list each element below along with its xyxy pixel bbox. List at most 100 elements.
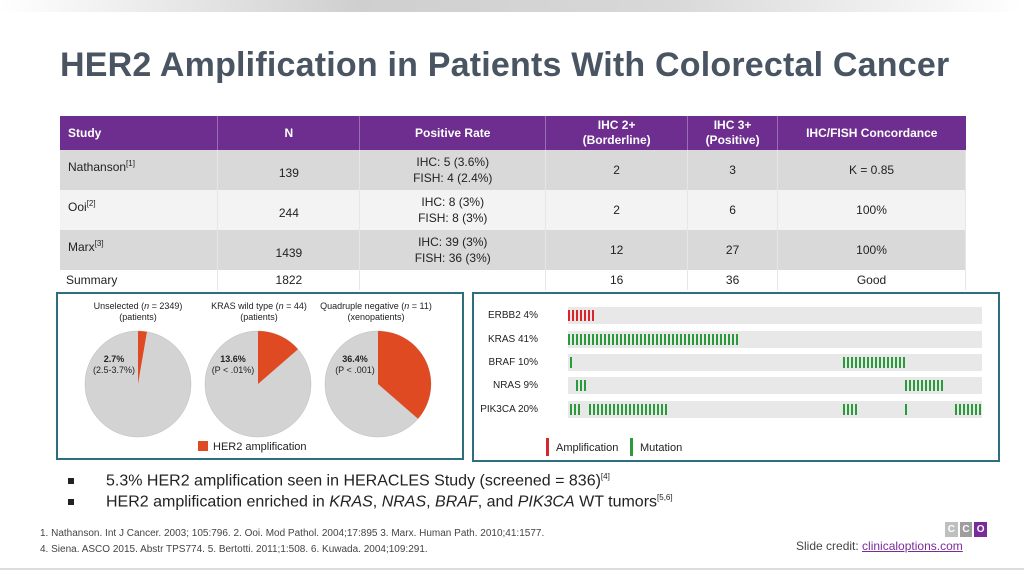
positive-rate-fish: FISH: 8 (3%) xyxy=(418,211,488,225)
mutation-mark xyxy=(959,404,961,415)
study-ref: [3] xyxy=(94,239,104,248)
ihc3-count: 27 xyxy=(687,230,779,270)
mutation-mark xyxy=(576,380,578,391)
mutation-mark xyxy=(851,404,853,415)
mutation-mark xyxy=(712,334,714,345)
pie-title-n: n xyxy=(278,301,284,311)
mutation-mark xyxy=(855,404,857,415)
mutation-mark xyxy=(879,357,881,368)
table-row: Ooi[2] 244 IHC: 8 (3%) FISH: 8 (3%) 2 6 1… xyxy=(60,190,966,230)
study-n: 244 xyxy=(217,190,361,230)
mutation-mark xyxy=(708,334,710,345)
summary-positive-rate xyxy=(359,270,547,290)
mutation-mark xyxy=(668,334,670,345)
mutation-mark xyxy=(625,404,627,415)
ihc2-count: 2 xyxy=(545,150,689,190)
bullet-text: 5.3% HER2 amplification seen in HERACLES… xyxy=(106,472,610,490)
pie-title: Unselected (n = 2349) (patients) xyxy=(78,301,198,323)
mutation-mark xyxy=(612,334,614,345)
pie-detail: (P xyxy=(335,365,345,375)
amplification-mark xyxy=(572,310,574,321)
amplification-mark xyxy=(580,310,582,321)
mutation-mark xyxy=(578,404,580,415)
study-name: Ooi[2] xyxy=(60,190,219,230)
bullet-2-text: HER2 amplification enriched in xyxy=(106,493,330,511)
comma: , xyxy=(426,493,436,511)
mutation-mark xyxy=(903,357,905,368)
concordance: 100% xyxy=(777,230,966,270)
mutation-mark xyxy=(621,404,623,415)
mutation-mark xyxy=(584,380,586,391)
header-positive-rate: Positive Rate xyxy=(359,116,547,150)
gene-label-erbb2: ERBB2 4% xyxy=(487,310,538,321)
gene-track-nras xyxy=(568,377,982,394)
header-ihc2-line2: (Borderline) xyxy=(582,133,651,147)
mutation-mark xyxy=(863,357,865,368)
summary-ihc2: 16 xyxy=(545,270,689,290)
header-ihc2: IHC 2+ (Borderline) xyxy=(545,116,689,150)
mutation-mark xyxy=(660,334,662,345)
pie-subtitle: (patients) xyxy=(240,312,278,322)
bullet-1-ref: [4] xyxy=(600,472,610,481)
references: 1. Nathanson. Int J Cancer. 2003; 105:79… xyxy=(40,526,544,558)
mutation-mark xyxy=(613,404,615,415)
table-row: Marx[3] 1439 IHC: 39 (3%) FISH: 36 (3%) 1… xyxy=(60,230,966,270)
study-ref: [2] xyxy=(86,199,96,208)
mutation-mark xyxy=(604,334,606,345)
amplification-legend: Amplification xyxy=(546,438,618,456)
mutation-mark xyxy=(847,404,849,415)
amplification-mark xyxy=(584,310,586,321)
conjunction: , and xyxy=(477,493,518,511)
gene-nras: NRAS xyxy=(381,493,427,511)
mutation-mark xyxy=(617,404,619,415)
mutation-mark xyxy=(593,404,595,415)
mutation-mark xyxy=(975,404,977,415)
header-ihc2-line1: IHC 2+ xyxy=(597,118,636,132)
mutation-mark xyxy=(640,334,642,345)
mutation-mark xyxy=(570,357,572,368)
positive-rate-fish: FISH: 4 (2.4%) xyxy=(413,171,493,185)
mutation-mark xyxy=(680,334,682,345)
study-name-text: Marx xyxy=(68,240,95,254)
bullet-square-icon xyxy=(68,478,74,484)
clinicaloptions-link[interactable]: clinicaloptions.com xyxy=(862,539,963,553)
study-ref: [1] xyxy=(126,159,135,168)
mutation-mark xyxy=(568,334,570,345)
mutation-mark xyxy=(905,380,907,391)
logo-letter: C xyxy=(959,522,973,537)
mutation-mark xyxy=(937,380,939,391)
her2-legend: HER2 amplification xyxy=(198,441,307,453)
ihc3-count: 6 xyxy=(687,190,779,230)
bullet-text: HER2 amplification enriched in KRAS, NRA… xyxy=(106,493,673,511)
reference-line: 4. Siena. ASCO 2015. Abstr TPS774. 5. Be… xyxy=(40,544,428,555)
mutation-mark xyxy=(847,357,849,368)
mutation-mark xyxy=(649,404,651,415)
gene-track-kras xyxy=(568,331,982,348)
mutation-mark xyxy=(979,404,981,415)
positive-rate-fish: FISH: 36 (3%) xyxy=(414,251,491,265)
amplification-mark xyxy=(588,310,590,321)
mutation-mark xyxy=(875,357,877,368)
summary-label: Summary xyxy=(60,270,219,290)
header-n: N xyxy=(217,116,361,150)
mutation-mark xyxy=(665,404,667,415)
header-concordance: IHC/FISH Concordance xyxy=(777,116,966,150)
mutation-mark xyxy=(597,404,599,415)
mutation-legend: Mutation xyxy=(630,438,682,456)
mutation-mark xyxy=(720,334,722,345)
concordance: K = 0.85 xyxy=(777,150,966,190)
pie-title-n: n xyxy=(404,301,410,311)
table-row: Nathanson[1] 139 IHC: 5 (3.6%) FISH: 4 (2… xyxy=(60,150,966,190)
gene-kras: KRAS xyxy=(329,493,373,511)
mutation-mark xyxy=(728,334,730,345)
reference-line: 1. Nathanson. Int J Cancer. 2003; 105:79… xyxy=(40,528,545,539)
mutation-mark xyxy=(629,404,631,415)
mutation-mark xyxy=(929,380,931,391)
pie-title-count: = 44) xyxy=(283,301,307,311)
oncoprint-panel xyxy=(472,292,1000,462)
mutation-mark xyxy=(867,357,869,368)
mutation-mark xyxy=(917,380,919,391)
bullet-2-ref: [5,6] xyxy=(657,493,673,502)
pie-value-label: 2.7% (2.5-3.7%) xyxy=(84,354,144,376)
mutation-mark xyxy=(580,334,582,345)
